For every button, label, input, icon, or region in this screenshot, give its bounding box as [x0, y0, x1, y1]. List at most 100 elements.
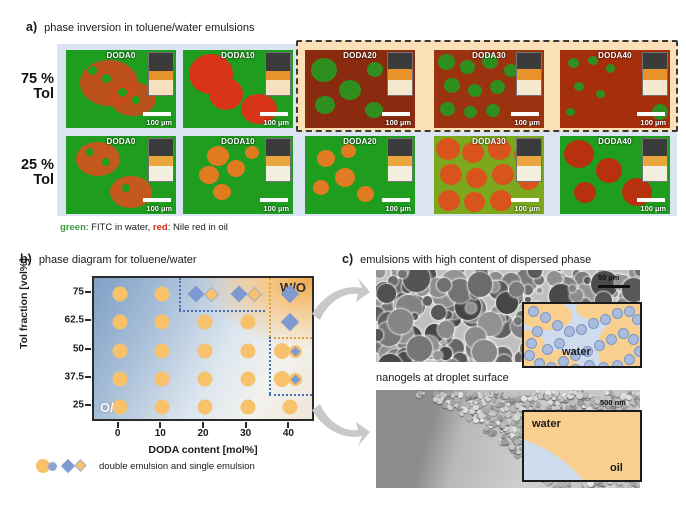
nanogel-particle: [500, 422, 506, 428]
nanogel-particle: [582, 482, 588, 488]
micrograph-25tol-doda30[interactable]: DODA30 100 µm: [434, 136, 544, 214]
x-tick-label: 0: [114, 428, 121, 439]
nanogel-particle: [610, 406, 617, 413]
nanogel-particle: [600, 482, 604, 486]
scalebar: [143, 198, 171, 202]
nanogel-bead: [570, 364, 581, 366]
micrograph-25tol-doda10[interactable]: DODA10 100 µm: [183, 136, 293, 214]
nanogel-particle: [503, 392, 510, 399]
nanogel-particle: [513, 438, 520, 446]
nanogel-particle: [485, 398, 489, 402]
nanogel-particle: [561, 481, 567, 487]
scalebar: [382, 112, 410, 116]
datapoint-circle-x30-y37.5[interactable]: [240, 371, 256, 387]
datapoint-circle-x0-y25[interactable]: [112, 399, 128, 415]
nanogel-particle: [509, 410, 516, 417]
scalebar: [637, 198, 665, 202]
datapoint-circle-x20-y50[interactable]: [197, 343, 213, 358]
datapoint-circle-double-x40-y37.5[interactable]: [274, 370, 306, 387]
panel-a-header: a) phase inversion in toluene/water emul…: [26, 20, 254, 34]
nanogel-particle: [493, 405, 500, 411]
datapoint-circle-x0-y37.5[interactable]: [112, 371, 128, 387]
row-label-75-tol: 75 % Tol: [6, 72, 54, 102]
nanogel-particle: [510, 404, 517, 412]
datapoint-circle-x10-y37.5[interactable]: [154, 371, 170, 387]
nanogel-particle: [481, 401, 487, 406]
nanogel-particle: [527, 396, 533, 401]
nanogel-particle: [518, 440, 522, 444]
datapoint-circle-x20-y25[interactable]: [197, 399, 213, 415]
nanogel-bead: [582, 346, 593, 357]
micrograph-25tol-doda20[interactable]: DODA20 100 µm: [305, 136, 415, 214]
nanogel-particle: [465, 414, 473, 421]
micrograph-75tol-doda20[interactable]: DODA20 100 µm: [305, 50, 415, 128]
oil-phase: [524, 412, 640, 480]
nanogel-particle: [595, 399, 600, 404]
datapoint-circle-x0-y50[interactable]: [112, 343, 128, 358]
datapoint-circle-x30-y62.5[interactable]: [240, 314, 256, 330]
droplet: [335, 168, 355, 187]
micrograph-25tol-doda0[interactable]: DODA0 100 µm: [66, 136, 176, 214]
datapoint-diamond-pair-x30-y75[interactable]: [230, 285, 265, 303]
droplet: [606, 64, 615, 73]
nanogel-particle: [476, 391, 481, 396]
datapoint-circle-x10-y50[interactable]: [154, 343, 170, 358]
phase-boundary-line: [179, 278, 182, 310]
micrograph-75tol-doda40[interactable]: DODA40 100 µm: [560, 50, 670, 128]
micrograph-25tol-doda40[interactable]: DODA40 100 µm: [560, 136, 670, 214]
marker-diamond-orange: [246, 286, 262, 303]
sem-droplet: [430, 304, 446, 320]
nanogel-particle: [638, 393, 640, 399]
nanogel-particle: [536, 401, 542, 407]
panel-a-caption: green: FITC in water, red: Nile red in o…: [60, 222, 228, 233]
datapoint-circle-x30-y50[interactable]: [240, 343, 256, 358]
datapoint-circle-double-x40-y50[interactable]: [274, 342, 306, 359]
nanogel-particle: [582, 404, 586, 408]
nanogel-particle: [510, 397, 515, 403]
nanogel-particle: [488, 421, 493, 425]
nanogel-particle: [520, 397, 525, 401]
legend-label: double emulsion and single emulsion: [99, 460, 255, 472]
datapoint-diamond-blue-x40-y62.5[interactable]: [281, 312, 300, 332]
micrograph-75tol-doda0[interactable]: DODA0 100 µm: [66, 50, 176, 128]
micrograph-75tol-doda30[interactable]: DODA30 100 µm: [434, 50, 544, 128]
datapoint-circle-x20-y37.5[interactable]: [197, 371, 213, 387]
nanogel-particle: [587, 406, 592, 411]
micrograph-label: DODA10: [221, 51, 255, 60]
nanogel-particle: [472, 416, 479, 423]
nanogel-particle: [453, 391, 458, 396]
nanogel-particle: [451, 393, 457, 399]
datapoint-circle-x40-y25[interactable]: [282, 399, 298, 415]
datapoint-circle-x10-y62.5[interactable]: [154, 314, 170, 330]
nanogel-particle: [507, 434, 511, 438]
nanogel-particle: [524, 401, 530, 407]
nanogel-bead: [588, 318, 599, 329]
datapoint-diamond-pair-x20-y75[interactable]: [187, 285, 222, 303]
nanogel-particle: [441, 401, 449, 409]
sem-droplet: [628, 270, 640, 282]
nanogel-particle: [477, 393, 484, 399]
nanogel-particle: [516, 421, 523, 428]
nanogel-particle: [548, 405, 553, 409]
nanogel-particle: [501, 434, 506, 438]
legend-diamond-orange-icon: [74, 459, 87, 472]
nanogel-particle: [576, 392, 584, 399]
phase-diagram-plot-area[interactable]: O/W W/O: [92, 276, 314, 421]
sem-droplet: [467, 272, 493, 297]
micrograph-75tol-doda10[interactable]: DODA10 100 µm: [183, 50, 293, 128]
datapoint-circle-x10-y25[interactable]: [154, 399, 170, 415]
nanogel-particle: [623, 483, 630, 488]
datapoint-circle-x0-y75[interactable]: [112, 286, 128, 302]
nanogel-bead: [606, 334, 617, 345]
datapoint-circle-x10-y75[interactable]: [154, 286, 170, 302]
datapoint-circle-x20-y62.5[interactable]: [197, 314, 213, 330]
nanogel-particle: [618, 399, 624, 405]
nanogel-particle: [572, 391, 577, 396]
nanogel-particle: [553, 391, 559, 397]
datapoint-circle-x0-y62.5[interactable]: [112, 314, 128, 330]
nanogel-particle: [494, 390, 499, 394]
sem-droplet: [387, 275, 399, 287]
droplet: [464, 106, 477, 118]
datapoint-circle-x30-y25[interactable]: [240, 399, 256, 415]
droplet: [568, 58, 579, 68]
